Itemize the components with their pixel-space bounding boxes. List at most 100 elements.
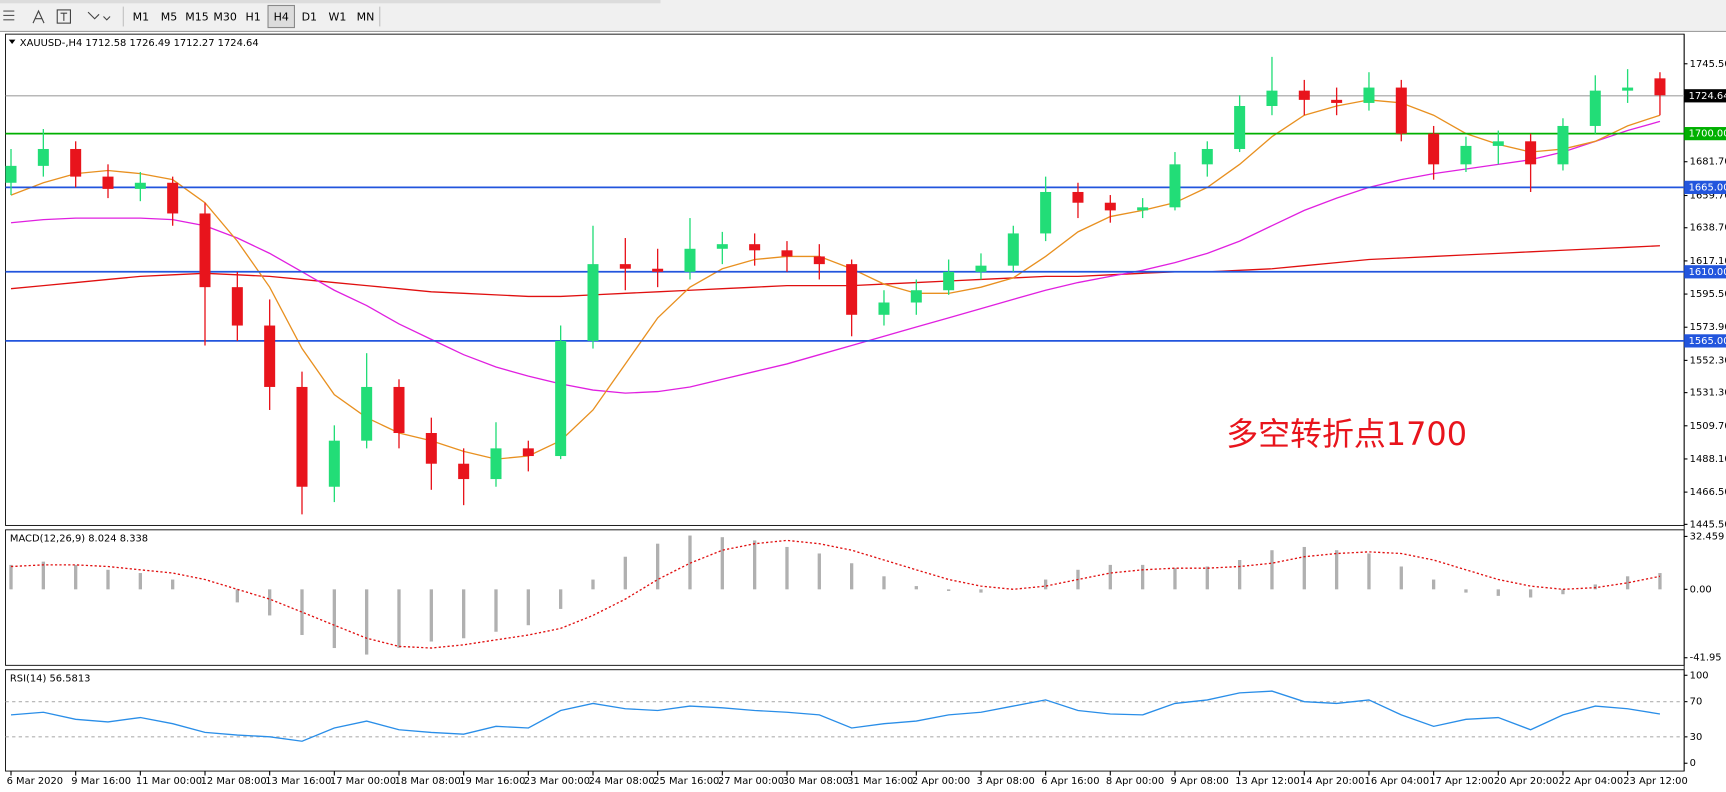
macd-bar <box>1237 559 1242 590</box>
candle-body <box>1654 78 1666 96</box>
candle-body <box>1104 202 1116 211</box>
x-tick-label: 9 Mar 16:00 <box>71 776 131 787</box>
y-tick-label: 70 <box>1690 697 1703 708</box>
x-tick-label: 13 Mar 16:00 <box>265 776 331 787</box>
macd-bar <box>1334 550 1339 590</box>
macd-bar <box>720 537 724 590</box>
icon-label-t[interactable] <box>60 12 68 21</box>
candle-body <box>231 287 243 326</box>
x-tick-label: 20 Apr 20:00 <box>1494 776 1559 787</box>
candle-body <box>264 325 276 387</box>
x-tick-label: 24 Mar 08:00 <box>589 776 655 787</box>
macd-bar <box>41 561 45 590</box>
timeframe-button[interactable]: M15 <box>185 11 208 24</box>
y-tick-label: 1552.30 <box>1690 355 1726 366</box>
macd-bar <box>914 586 918 590</box>
toolbar: M1 M5 M15 M30 H1 H4 D1 W1 MN <box>0 0 1726 32</box>
macd-bar <box>462 589 466 639</box>
icon-label[interactable] <box>56 9 71 24</box>
macd-bar <box>74 564 78 590</box>
y-tick-label: 1745.50 <box>1690 59 1726 70</box>
x-tick-label: 31 Mar 16:00 <box>847 776 913 787</box>
macd-bar <box>1173 568 1177 590</box>
level-label-box <box>1684 265 1726 279</box>
candle-body <box>813 256 825 265</box>
x-tick-label: 11 Mar 00:00 <box>136 776 202 787</box>
icon-text[interactable] <box>32 9 45 24</box>
macd-bar <box>946 589 951 591</box>
y-tick-label: 100 <box>1690 670 1709 681</box>
timeframe-button[interactable]: D1 <box>302 11 317 24</box>
y-tick-label: -41.95 <box>1690 653 1722 664</box>
moving-average <box>10 245 1660 298</box>
y-tick-label: 0 <box>1690 758 1696 769</box>
candle-body <box>361 386 373 441</box>
macd-bar <box>849 563 854 590</box>
timeframe-button[interactable]: M30 <box>213 11 236 24</box>
macd-bar <box>1496 589 1500 596</box>
timeframe-button[interactable]: M1 <box>133 11 149 24</box>
candle-body <box>1363 87 1375 103</box>
macd-bar <box>268 589 272 616</box>
timeframe-button[interactable]: MN <box>357 11 375 24</box>
icon-lines[interactable] <box>3 10 15 21</box>
candle-body <box>1331 99 1343 103</box>
icon-arrows[interactable] <box>87 11 111 21</box>
candle-body <box>102 176 114 189</box>
candle-body <box>1428 133 1440 165</box>
candle-body <box>490 448 502 480</box>
macd-bar <box>1367 553 1371 590</box>
candle-body <box>522 448 534 457</box>
y-tick-label: 1659.70 <box>1690 191 1726 202</box>
x-tick-label: 2 Apr 00:00 <box>912 776 970 787</box>
macd-bar <box>1528 589 1533 598</box>
candle-body <box>167 182 179 214</box>
candle-body <box>1492 141 1504 146</box>
toolbar-icons[interactable] <box>3 6 124 27</box>
candle-body <box>458 463 470 480</box>
macd-bar <box>1043 579 1048 590</box>
candle-body <box>393 386 405 434</box>
x-tick-label: 18 Mar 08:00 <box>395 776 461 787</box>
indicator-title: RSI(14) 56.5813 <box>10 674 91 685</box>
macd-bar <box>1205 566 1209 590</box>
moving-average <box>10 120 1661 394</box>
timeframe-active[interactable] <box>267 4 296 29</box>
macd-bar <box>1593 584 1597 590</box>
candle-body <box>1460 145 1472 165</box>
timeframe-button[interactable]: W1 <box>328 11 346 24</box>
x-tick-label: 30 Mar 08:00 <box>783 776 849 787</box>
x-tick-label: 23 Mar 00:00 <box>524 776 590 787</box>
macd-bar <box>559 589 563 609</box>
timeframe-button[interactable]: H1 <box>246 11 261 24</box>
x-tick-label: 8 Apr 00:00 <box>1106 776 1164 787</box>
candle-body <box>1298 90 1310 100</box>
candle-body <box>781 250 793 257</box>
x-tick-label: 14 Apr 20:00 <box>1300 776 1365 787</box>
chart-area: 1745.50 1681.70 1659.70 1638.70 1617.10 1595.… <box>5 33 1726 787</box>
y-tick-label: 30 <box>1690 732 1703 743</box>
toolbar-strip <box>0 0 661 4</box>
macd-bar <box>397 589 401 649</box>
candle-body <box>1266 90 1278 106</box>
y-tick-label: 1681.70 <box>1690 157 1726 168</box>
timeframe-button[interactable]: H4 <box>274 11 289 24</box>
macd-bar <box>1561 589 1565 595</box>
x-tick-label: 3 Apr 08:00 <box>977 776 1035 787</box>
candle-body <box>1137 207 1149 211</box>
rsi-line <box>10 690 1661 742</box>
y-tick-label: 1488.10 <box>1690 454 1726 465</box>
candle-body <box>878 302 890 315</box>
candle-body <box>716 244 728 249</box>
macd-bar <box>656 543 660 590</box>
candle-body <box>652 268 664 272</box>
title-arrow <box>8 39 16 45</box>
candle-body <box>587 264 599 341</box>
y-tick-label: 1638.70 <box>1690 223 1726 234</box>
macd-bar <box>300 589 304 635</box>
x-tick-label: 23 Apr 12:00 <box>1623 776 1688 787</box>
candle-body <box>1234 105 1246 149</box>
timeframe-button[interactable]: M5 <box>161 11 177 24</box>
macd-bar <box>494 589 498 632</box>
